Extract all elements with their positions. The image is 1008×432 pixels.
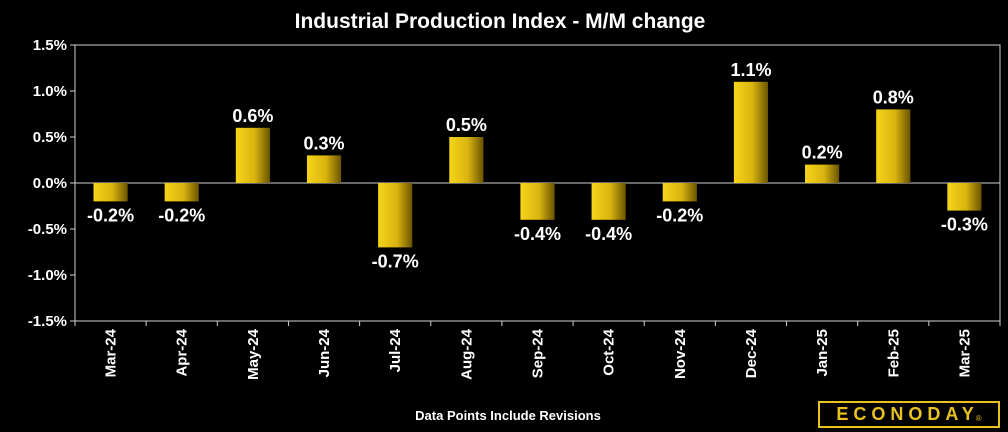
y-axis: 1.5% 1.0% 0.5% 0.0% -0.5% -1.0% -1.5%: [28, 37, 75, 330]
data-label: 0.3%: [304, 133, 345, 153]
y-tick-label: 0.0%: [33, 175, 67, 192]
y-tick-label: -0.5%: [28, 221, 67, 238]
x-tick-label: Nov-24: [672, 328, 689, 379]
x-tick-label: Jul-24: [387, 328, 404, 372]
data-label: 0.5%: [446, 115, 487, 135]
logo-text: ECONODAY: [836, 404, 979, 424]
x-tick-label: Sep-24: [530, 328, 547, 378]
data-label: -0.7%: [372, 251, 419, 271]
y-tick-label: 1.0%: [33, 83, 67, 100]
x-tick-label: Dec-24: [743, 328, 760, 378]
registered-mark: ®: [975, 414, 982, 423]
data-label: -0.3%: [941, 215, 988, 235]
bar-jul-24: [378, 183, 413, 248]
bar-aug-24: [449, 137, 484, 183]
x-tick-label: Jan-25: [814, 329, 831, 377]
bar-mar-25: [947, 183, 982, 211]
bar-sep-24: [520, 183, 555, 220]
x-tick-label: Oct-24: [601, 328, 618, 375]
data-label: 0.6%: [232, 106, 273, 126]
bar-nov-24: [662, 183, 697, 202]
chart-title: Industrial Production Index - M/M change: [295, 10, 706, 33]
x-tick-label: Jun-24: [316, 328, 333, 377]
x-tick-label: Aug-24: [458, 328, 475, 379]
x-tick-label: Feb-25: [885, 329, 902, 377]
data-label: 0.8%: [873, 87, 914, 107]
y-tick-label: -1.5%: [28, 313, 67, 330]
x-axis: Mar-24 Apr-24 May-24 Jun-24 Jul-24 Aug-24 Sep-…: [74, 321, 1001, 380]
bar-jan-25: [805, 164, 840, 183]
bar-mar-24: [93, 183, 128, 202]
data-label: -0.2%: [656, 205, 703, 225]
data-label: -0.4%: [585, 224, 632, 244]
y-tick-label: -1.0%: [28, 267, 67, 284]
x-tick-label: Mar-24: [103, 328, 120, 377]
data-label: -0.2%: [158, 205, 205, 225]
y-tick-label: 0.5%: [33, 129, 67, 146]
x-tick-label: May-24: [245, 328, 262, 380]
bar-may-24: [235, 127, 270, 183]
bar-dec-24: [733, 81, 769, 183]
footnote: Data Points Include Revisions: [415, 408, 601, 423]
bar-feb-25: [876, 109, 911, 183]
x-tick-label: Apr-24: [174, 328, 191, 376]
data-label: 0.2%: [802, 143, 843, 163]
data-labels: -0.2% -0.2% 0.6% 0.3% -0.7% 0.5% -0.4% -0.4% -0.…: [87, 60, 988, 272]
bar-jun-24: [306, 155, 342, 183]
econoday-logo: ECONODAY ®: [818, 401, 1000, 428]
data-label: -0.2%: [87, 205, 134, 225]
data-label: 1.1%: [730, 60, 771, 80]
bars: [93, 81, 982, 248]
bar-oct-24: [591, 183, 626, 220]
bar-apr-24: [164, 183, 199, 202]
x-tick-label: Mar-25: [956, 329, 973, 377]
data-label: -0.4%: [514, 224, 561, 244]
y-tick-label: 1.5%: [33, 37, 67, 54]
